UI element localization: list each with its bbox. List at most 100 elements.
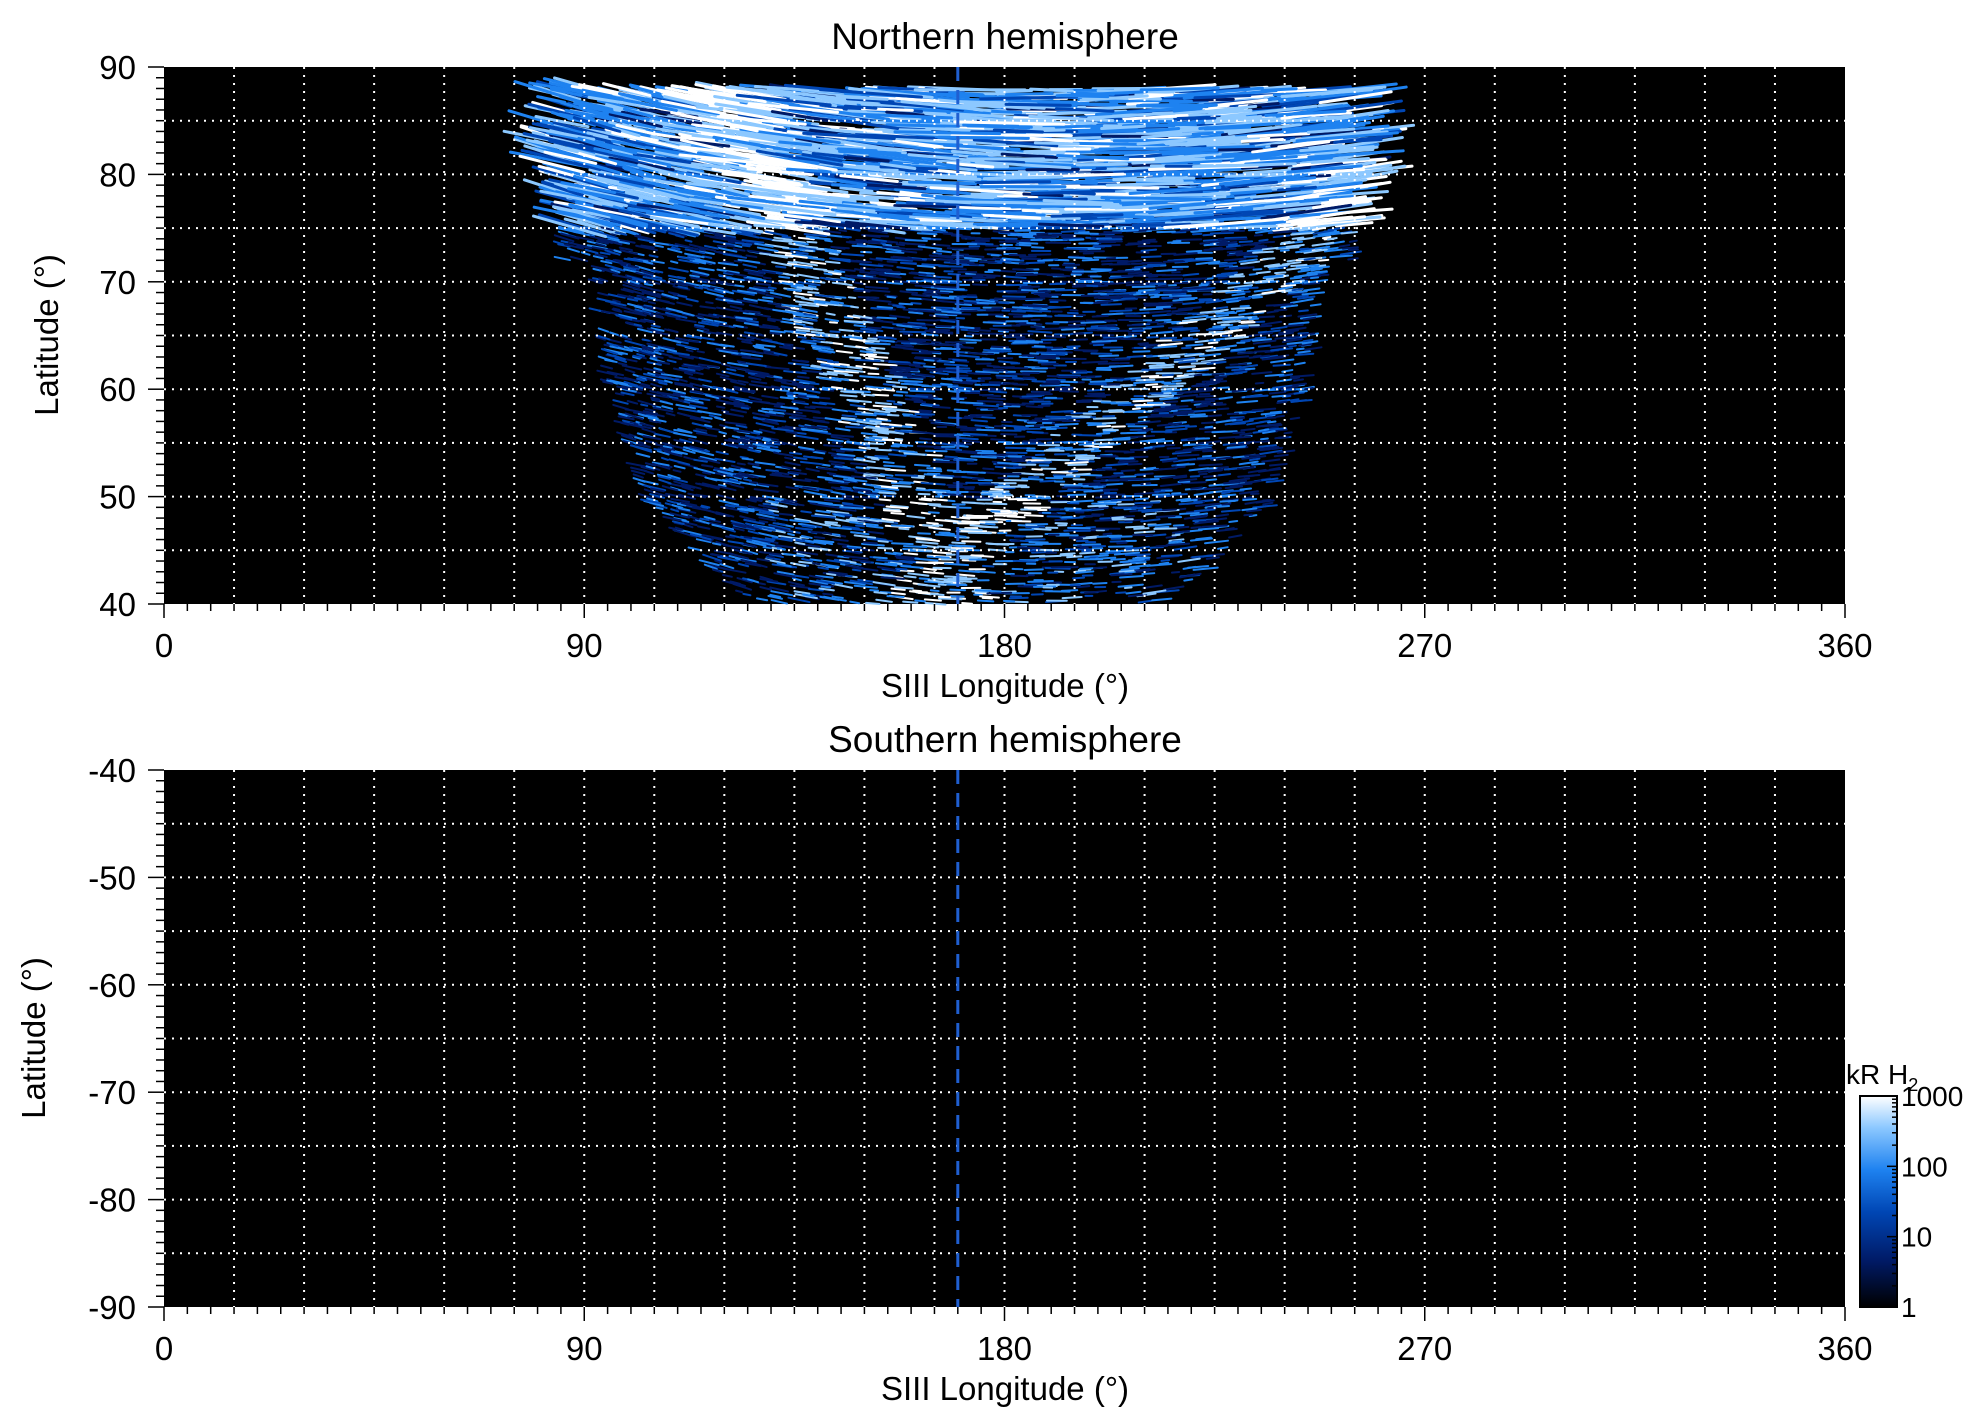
emission-streak [694, 323, 705, 328]
emission-streak [926, 521, 939, 525]
emission-streak [908, 272, 927, 276]
emission-streak [809, 558, 823, 562]
emission-streak [803, 233, 828, 238]
emission-streak [754, 373, 768, 377]
emission-streak [1137, 288, 1157, 292]
emission-streak [975, 298, 995, 303]
emission-streak [962, 470, 986, 474]
emission-streak [1060, 229, 1086, 233]
emission-streak [1027, 460, 1051, 464]
emission-streak [1258, 315, 1275, 319]
emission-streak [1161, 385, 1184, 388]
emission-streak [767, 509, 780, 513]
emission-streak [755, 271, 765, 275]
emission-streak [1284, 323, 1304, 328]
emission-streak [1095, 432, 1111, 435]
emission-streak [797, 236, 815, 241]
emission-streak [638, 350, 654, 357]
emission-streak [927, 511, 940, 514]
emission-streak [870, 346, 886, 350]
emission-streak [683, 523, 694, 529]
emission-streak [918, 498, 933, 502]
emission-streak [697, 321, 719, 327]
emission-streak [952, 481, 968, 486]
emission-streak [620, 288, 634, 294]
emission-streak [1227, 243, 1239, 247]
emission-streak [688, 437, 709, 445]
emission-streak [735, 424, 748, 429]
emission-streak [1294, 352, 1315, 357]
emission-streak [794, 295, 805, 299]
emission-streak [1209, 231, 1235, 235]
emission-streak [836, 512, 853, 517]
emission-streak [1195, 395, 1217, 398]
emission-streak [697, 316, 714, 322]
emission-streak [1133, 491, 1159, 496]
emission-streak [1098, 354, 1120, 358]
emission-streak [1288, 321, 1310, 326]
emission-streak [1117, 583, 1144, 588]
emission-streak [1145, 325, 1165, 329]
emission-streak [764, 537, 776, 541]
emission-streak [928, 328, 951, 332]
emission-streak [821, 463, 831, 467]
emission-streak [1173, 375, 1195, 380]
emission-streak [970, 496, 994, 500]
emission-streak [1278, 329, 1300, 335]
emission-streak [851, 244, 879, 249]
emission-streak [966, 472, 979, 476]
emission-streak [859, 350, 874, 354]
emission-streak [1198, 472, 1208, 476]
emission-streak [839, 507, 857, 512]
emission-streak [1195, 404, 1209, 408]
emission-streak [875, 448, 892, 452]
emission-streak [841, 252, 865, 257]
emission-streak [855, 466, 870, 470]
emission-streak [1204, 425, 1214, 429]
emission-streak [742, 592, 752, 597]
emission-streak [624, 412, 644, 421]
emission-streak [1304, 346, 1323, 351]
emission-streak [831, 538, 849, 542]
emission-streak [1225, 244, 1244, 248]
emission-streak [845, 425, 864, 429]
emission-streak [739, 455, 749, 460]
emission-streak [819, 504, 843, 510]
emission-streak [794, 434, 819, 440]
emission-streak [788, 451, 803, 456]
emission-streak [687, 370, 704, 376]
emission-streak [1248, 317, 1260, 321]
emission-streak [1211, 430, 1238, 434]
emission-streak [975, 370, 1000, 374]
emission-streak [765, 412, 785, 418]
emission-streak [1251, 371, 1273, 375]
emission-streak [1288, 344, 1297, 348]
emission-streak [914, 373, 934, 377]
emission-streak [967, 332, 980, 336]
emission-streak [1178, 572, 1202, 579]
emission-streak [1037, 195, 1073, 200]
emission-streak [799, 307, 818, 313]
emission-streak [1223, 467, 1241, 471]
emission-streak [1148, 375, 1174, 379]
emission-streak [625, 461, 648, 468]
emission-streak [809, 405, 833, 410]
emission-streak [824, 247, 838, 252]
emission-streak [908, 311, 924, 315]
emission-streak [723, 481, 733, 486]
emission-streak [979, 393, 1002, 398]
emission-streak [1101, 421, 1117, 425]
emission-streak [899, 290, 919, 294]
emission-streak [724, 402, 749, 407]
emission-streak [1165, 542, 1191, 547]
emission-streak [920, 511, 931, 515]
emission-streak [1130, 434, 1156, 439]
emission-streak [1023, 583, 1044, 587]
emission-streak [1054, 288, 1077, 292]
emission-streak [884, 551, 897, 556]
emission-streak [796, 552, 811, 558]
emission-streak [1016, 241, 1039, 245]
emission-streak [1274, 435, 1290, 440]
emission-streak [866, 326, 882, 330]
emission-streak [756, 286, 770, 290]
